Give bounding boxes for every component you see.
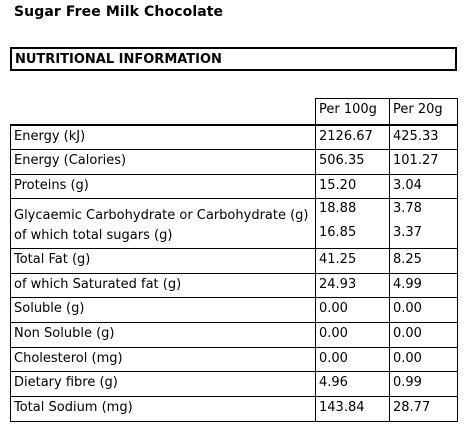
value-per-20g: 3.78 — [393, 201, 422, 216]
table-rule — [10, 198, 458, 199]
value-per-100g: 41.25 — [319, 252, 357, 267]
table-rule — [315, 98, 316, 422]
value-per-100g: 0.00 — [319, 351, 348, 366]
nutrient-name: Total Fat (g) — [14, 252, 91, 267]
table-rule — [10, 322, 458, 323]
table-rule — [10, 248, 458, 249]
value-per-100g: 24.93 — [319, 277, 357, 292]
table-rule — [315, 98, 458, 99]
table-rule — [10, 124, 458, 126]
value-per-20g: 425.33 — [393, 129, 439, 144]
nutrient-name: of which Saturated fat (g) — [14, 277, 182, 292]
nutrient-subname: of which total sugars (g) — [14, 228, 173, 243]
value-per-100g: 15.20 — [319, 178, 357, 193]
table-rule — [10, 174, 458, 175]
table-rule — [457, 98, 458, 422]
value-per-100g: 0.00 — [319, 301, 348, 316]
nutrient-name: Total Sodium (mg) — [14, 400, 133, 415]
product-title: Sugar Free Milk Chocolate — [14, 4, 224, 20]
nutrient-name: Dietary fibre (g) — [14, 375, 118, 390]
nutrition-section-header: NUTRITIONAL INFORMATION — [10, 47, 457, 71]
value-per-20g: 0.99 — [393, 375, 422, 390]
table-rule — [10, 347, 458, 348]
value-per-100g: 0.00 — [319, 326, 348, 341]
table-rule — [10, 297, 458, 298]
table-rule — [10, 124, 11, 422]
column-header-per-100g: Per 100g — [319, 102, 377, 117]
table-rule — [10, 396, 458, 397]
nutrient-name: Glycaemic Carbohydrate or Carbohydrate (… — [14, 208, 309, 223]
value-per-100g: 4.96 — [319, 375, 348, 390]
value-per-20g: 0.00 — [393, 301, 422, 316]
value-per-20g: 28.77 — [393, 400, 431, 415]
table-rule — [10, 149, 458, 150]
nutrient-name: Energy (Calories) — [14, 153, 127, 168]
value-per-100g: 143.84 — [319, 400, 365, 415]
nutrient-name: Energy (kJ) — [14, 129, 86, 144]
value-per-100g: 16.85 — [319, 225, 357, 240]
value-per-100g: 2126.67 — [319, 129, 373, 144]
nutrient-name: Non Soluble (g) — [14, 326, 115, 341]
nutrient-name: Cholesterol (mg) — [14, 351, 123, 366]
nutrient-name: Soluble (g) — [14, 301, 85, 316]
value-per-20g: 8.25 — [393, 252, 422, 267]
section-heading: NUTRITIONAL INFORMATION — [15, 52, 222, 67]
value-per-20g: 101.27 — [393, 153, 439, 168]
nutrient-name: Proteins (g) — [14, 178, 89, 193]
value-per-20g: 4.99 — [393, 277, 422, 292]
table-rule — [10, 371, 458, 372]
table-rule — [10, 421, 458, 422]
value-per-20g: 3.37 — [393, 225, 422, 240]
column-header-per-20g: Per 20g — [393, 102, 443, 117]
value-per-20g: 0.00 — [393, 326, 422, 341]
value-per-20g: 0.00 — [393, 351, 422, 366]
table-rule — [389, 98, 390, 422]
value-per-100g: 506.35 — [319, 153, 365, 168]
value-per-100g: 18.88 — [319, 201, 357, 216]
value-per-20g: 3.04 — [393, 178, 422, 193]
table-rule — [10, 273, 458, 274]
